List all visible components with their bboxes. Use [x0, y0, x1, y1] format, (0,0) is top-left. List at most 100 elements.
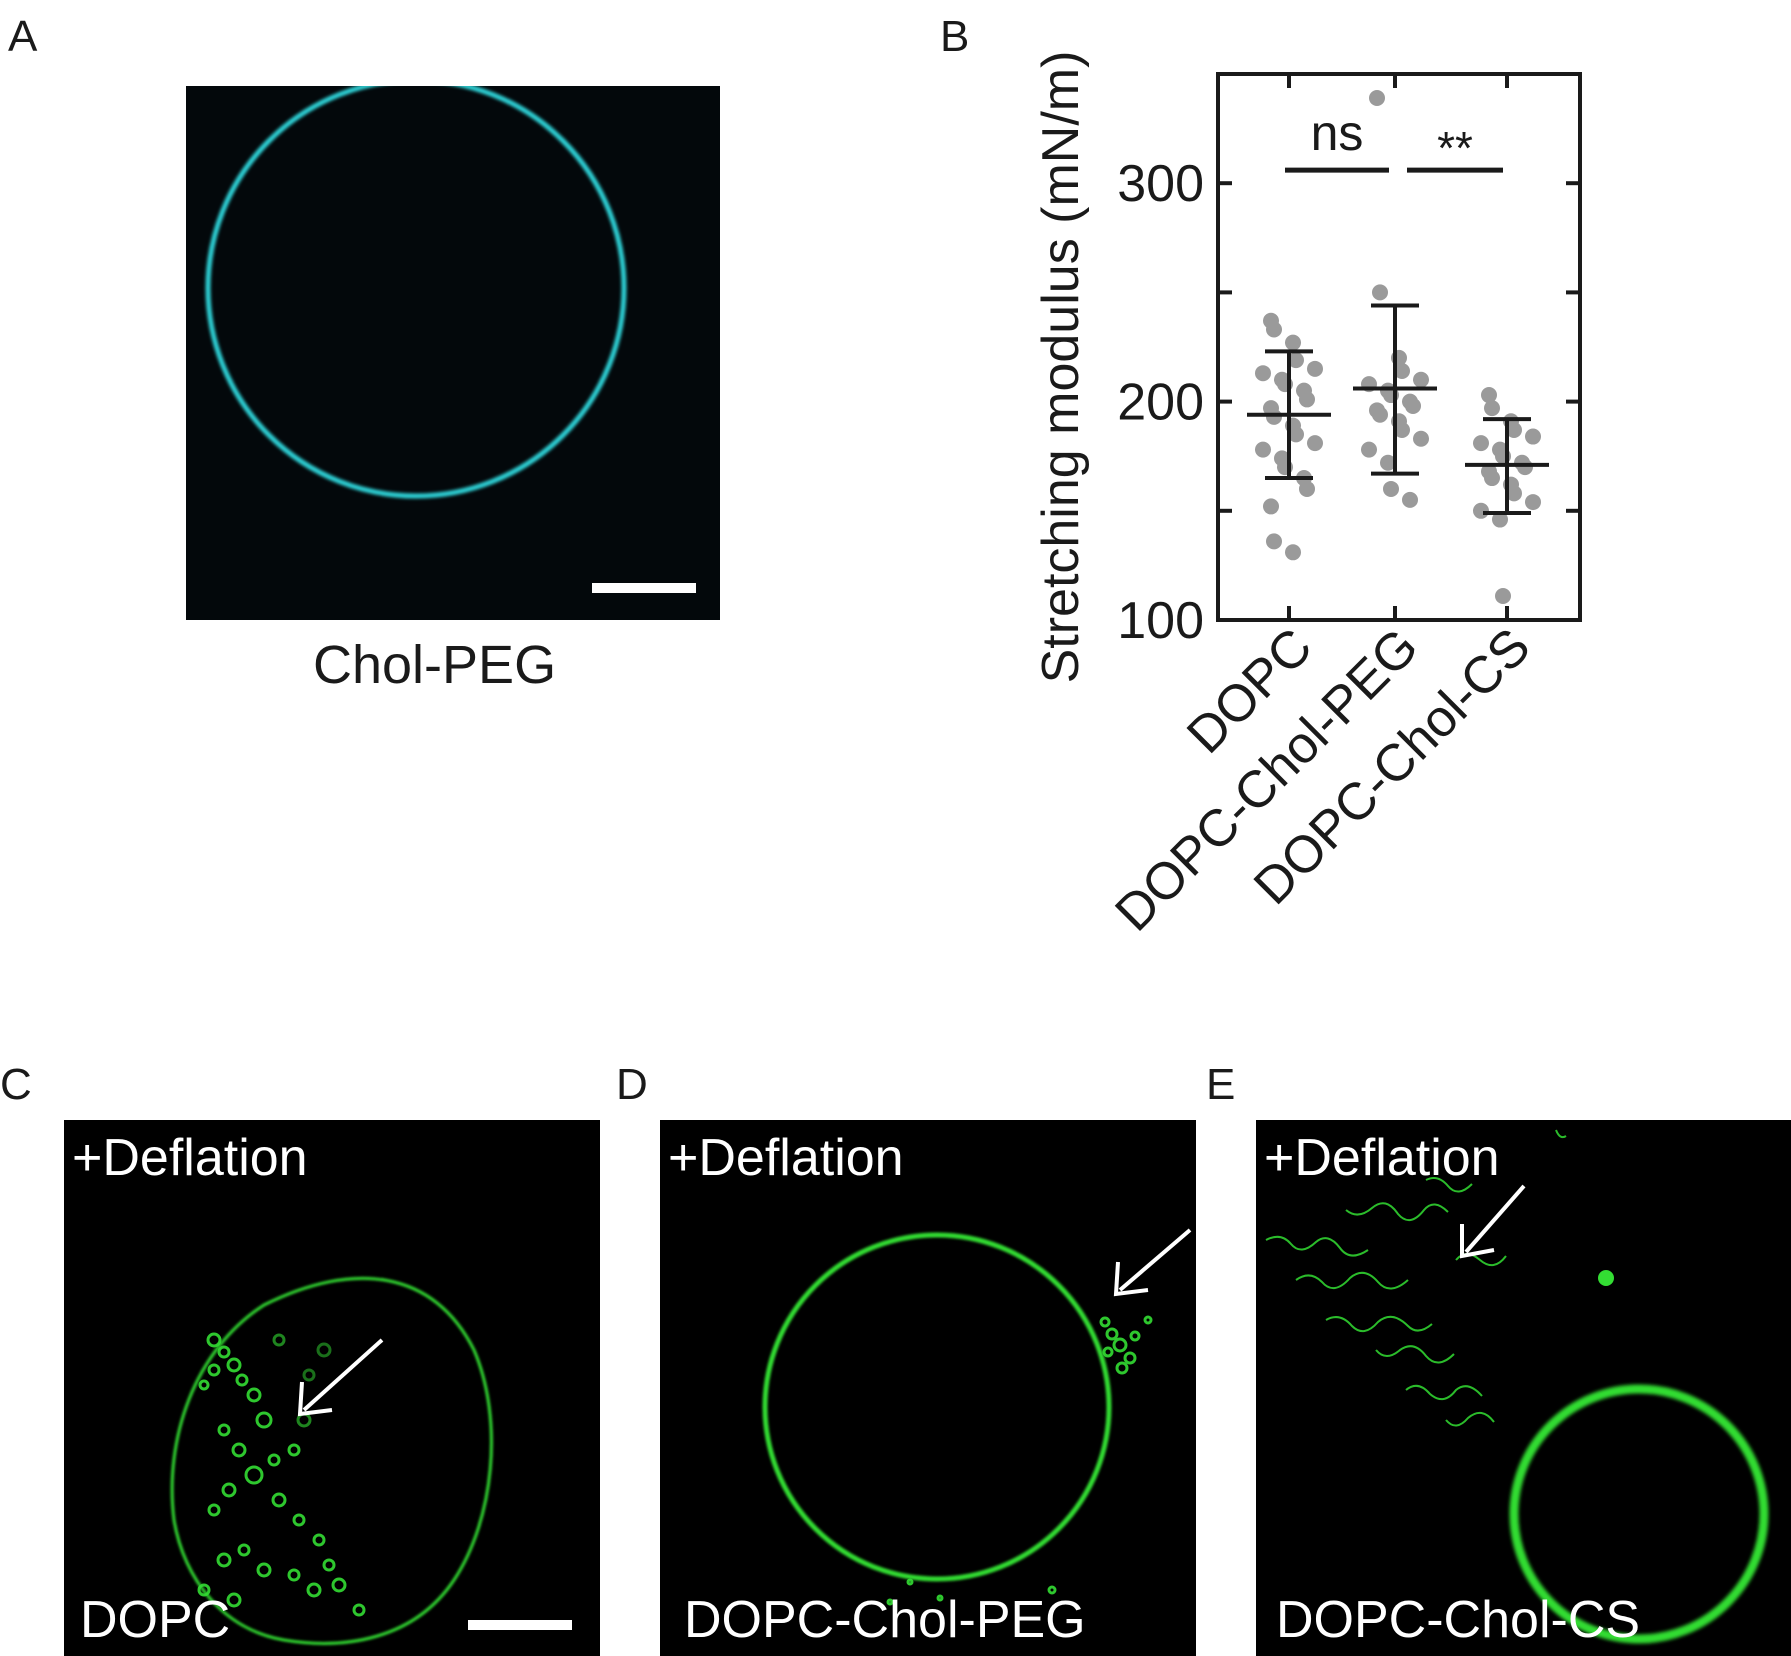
aggregate-tubule	[1406, 1386, 1482, 1399]
panel-c-vesicle-svg	[64, 1120, 600, 1656]
panel-d-letter: D	[616, 1060, 648, 1110]
aggregate-blob	[274, 1335, 284, 1345]
data-point	[1369, 90, 1385, 106]
panel-d-vesicle-svg	[660, 1120, 1196, 1656]
aggregate-blob	[289, 1445, 299, 1455]
aggregate-blob	[294, 1515, 304, 1525]
data-point	[1255, 442, 1271, 458]
data-point	[1484, 470, 1500, 486]
data-point	[1299, 481, 1315, 497]
series-dopc-chol-cs	[1465, 387, 1549, 604]
data-point	[1263, 498, 1279, 514]
aggregate-blob	[289, 1570, 299, 1580]
aggregate-blob	[223, 1484, 235, 1496]
series-dopc	[1247, 313, 1331, 561]
panel-e-label: DOPC-Chol-CS	[1276, 1590, 1640, 1650]
panel-e-arrow	[1462, 1186, 1524, 1256]
panel-e-micrograph: +Deflation DOPC-Chol-CS	[1256, 1120, 1791, 1656]
y-axis-label: Stretching modulus (mN/m)	[1032, 51, 1090, 684]
aggregate-blob	[1101, 1318, 1109, 1326]
panel-c-label: DOPC	[80, 1590, 230, 1650]
panel-d-aggregates	[888, 1317, 1151, 1604]
aggregate-blob	[308, 1584, 320, 1596]
aggregate-tubule	[1326, 1317, 1432, 1331]
panel-d-vesicle-ring	[765, 1235, 1109, 1579]
data-point	[1405, 398, 1421, 414]
aggregate-tubule	[1266, 1237, 1368, 1256]
data-point	[1266, 533, 1282, 549]
aggregate-blob	[208, 1334, 220, 1346]
data-point	[1525, 429, 1541, 445]
aggregate-blob	[237, 1375, 247, 1385]
significance-label: **	[1437, 122, 1473, 174]
panel-c-scale-bar	[468, 1620, 572, 1630]
aggregate-blob	[209, 1365, 219, 1375]
aggregate-blob	[228, 1359, 240, 1371]
aggregate-blob	[324, 1560, 334, 1570]
data-point	[1525, 494, 1541, 510]
aggregate-blob	[209, 1505, 219, 1515]
aggregate-blob	[1125, 1353, 1135, 1363]
y-tick-label: 200	[1117, 374, 1204, 432]
panel-e-vesicle-svg	[1256, 1120, 1791, 1656]
data-point	[1266, 409, 1282, 425]
y-tick-label: 300	[1117, 155, 1204, 213]
panel-c-vesicle-outline	[172, 1278, 491, 1643]
aggregate-blob	[246, 1467, 262, 1483]
data-point	[1413, 372, 1429, 388]
data-point	[1413, 431, 1429, 447]
panel-d-micrograph: +Deflation DOPC-Chol-PEG	[660, 1120, 1196, 1656]
panel-d-arrow	[1116, 1230, 1190, 1294]
data-point	[1495, 588, 1511, 604]
aggregate-blob	[314, 1535, 324, 1545]
panel-e-letter: E	[1206, 1060, 1235, 1110]
data-point	[1484, 400, 1500, 416]
aggregate-blob	[1145, 1317, 1151, 1323]
aggregate-blob	[1114, 1339, 1126, 1351]
data-point	[1372, 407, 1388, 423]
aggregate-blob	[200, 1381, 208, 1389]
aggregate-blob	[1104, 1348, 1112, 1356]
significance-label: ns	[1311, 105, 1364, 161]
aggregate-blob	[248, 1389, 260, 1401]
aggregate-blob	[1131, 1332, 1139, 1340]
aggregate-blob	[219, 1425, 229, 1435]
data-point	[1473, 503, 1489, 519]
data-point	[1383, 481, 1399, 497]
data-point	[1285, 335, 1301, 351]
aggregate-blob	[354, 1605, 364, 1615]
data-point	[1299, 391, 1315, 407]
panel-d-treatment: +Deflation	[668, 1128, 904, 1188]
panel-d-label: DOPC-Chol-PEG	[684, 1590, 1086, 1650]
aggregate-tubule	[1296, 1273, 1408, 1289]
data-point	[1372, 284, 1388, 300]
data-point	[1402, 492, 1418, 508]
aggregate-blob	[1107, 1329, 1117, 1339]
aggregate-tubule	[1346, 1203, 1448, 1220]
series-dopc-chol-peg	[1353, 90, 1437, 508]
aggregate-blob	[318, 1344, 330, 1356]
aggregate-blob	[304, 1370, 314, 1380]
data-point	[1255, 365, 1271, 381]
data-point	[1266, 322, 1282, 338]
y-tick-label: 100	[1117, 592, 1204, 650]
aggregate-blob	[257, 1413, 271, 1427]
data-point	[1517, 459, 1533, 475]
aggregate-blob	[333, 1579, 345, 1591]
aggregate-blob	[219, 1347, 229, 1357]
data-point	[1307, 361, 1323, 377]
stretching-modulus-chart: 100200300Stretching modulus (mN/m)DOPCDO…	[0, 0, 1791, 1060]
data-point	[1361, 442, 1377, 458]
aggregate-tubule	[1556, 1130, 1566, 1137]
data-point	[1473, 435, 1489, 451]
aggregate-blob	[908, 1580, 912, 1584]
aggregate-blob	[1117, 1363, 1127, 1373]
aggregate-blob	[273, 1494, 285, 1506]
data-point	[1307, 435, 1323, 451]
aggregate-blob	[258, 1564, 270, 1576]
panel-e-small-vesicle	[1598, 1270, 1614, 1286]
aggregate-blob	[269, 1455, 279, 1465]
data-point	[1285, 544, 1301, 560]
aggregate-blob	[233, 1444, 245, 1456]
panel-e-treatment: +Deflation	[1264, 1128, 1500, 1188]
